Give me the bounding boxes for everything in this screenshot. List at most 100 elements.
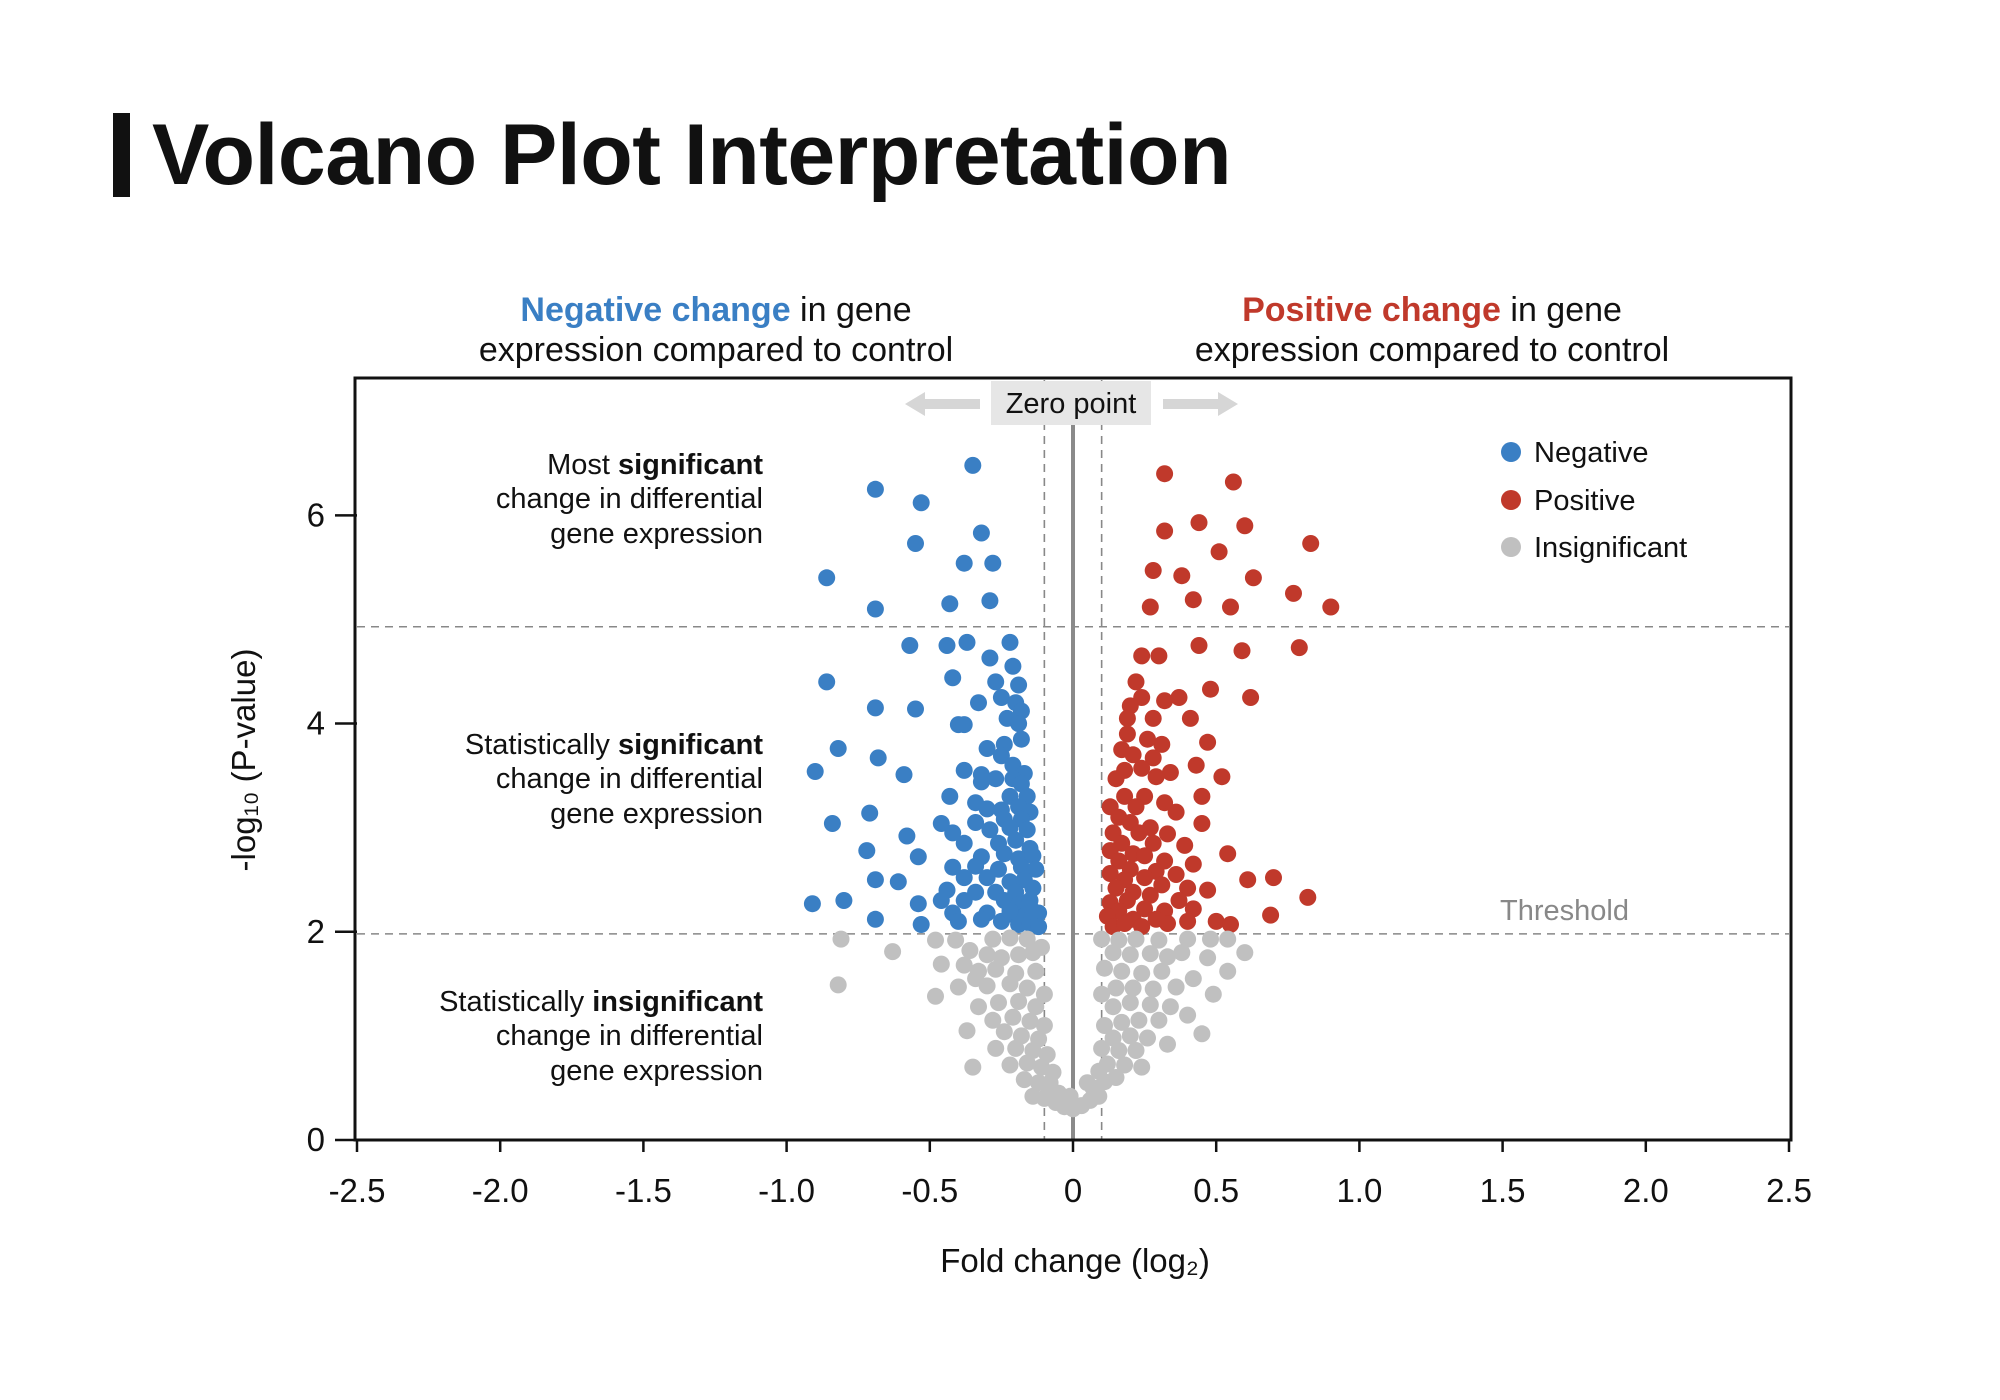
annotation-most-significant-line1: Most significant [547, 449, 763, 481]
point-insignificant [1202, 930, 1219, 948]
point-positive [1299, 888, 1317, 906]
point-insignificant [995, 1023, 1013, 1041]
point-insignificant [1010, 946, 1028, 964]
y-tick-label: 2 [307, 913, 325, 950]
point-negative [803, 895, 821, 913]
point-insignificant [1104, 944, 1122, 962]
annotation-significant-bold: significant [618, 729, 763, 761]
x-axis: -2.5 -2.0 -1.5 -1.0 -0.5 0 0.5 1.0 1.5 2.0 2.5 [329, 1140, 1812, 1209]
point-positive [1213, 768, 1231, 786]
point-positive [1244, 569, 1262, 587]
point-negative [866, 910, 884, 928]
point-insignificant [1116, 1056, 1134, 1074]
point-positive [1290, 639, 1308, 657]
point-negative [818, 673, 836, 691]
point-insignificant [970, 962, 987, 980]
point-positive [1153, 876, 1171, 894]
zero-point-marker: Zero point [905, 381, 1238, 425]
point-insignificant [1001, 929, 1019, 947]
point-positive [1302, 535, 1320, 552]
point-insignificant [1078, 1074, 1096, 1092]
point-insignificant [1121, 994, 1139, 1012]
point-insignificant [1153, 962, 1171, 980]
point-negative [932, 815, 950, 832]
point-positive [1199, 733, 1217, 751]
point-negative [978, 869, 996, 887]
annotation-most-significant-bold: significant [618, 449, 763, 481]
point-insignificant [1035, 1017, 1053, 1034]
point-insignificant [1127, 1042, 1145, 1059]
point-positive [1127, 798, 1145, 816]
point-negative [955, 554, 973, 572]
point-positive [1167, 866, 1185, 883]
point-negative [970, 694, 987, 712]
point-insignificant [1124, 979, 1142, 997]
point-negative [907, 700, 924, 718]
annotation-most-significant-pre: Most [547, 449, 618, 481]
point-insignificant [829, 976, 847, 994]
point-insignificant [1150, 931, 1168, 949]
annotation-insignificant-line1: Statistically insignificant [439, 986, 763, 1018]
point-negative [818, 569, 836, 587]
point-positive [1222, 916, 1239, 933]
point-insignificant [1061, 1087, 1079, 1105]
point-positive [1179, 912, 1197, 930]
zero-point-box [991, 381, 1151, 425]
point-positive [1173, 567, 1191, 585]
point-positive [1116, 915, 1134, 932]
point-insignificant [1010, 993, 1028, 1010]
point-insignificant [1107, 979, 1125, 997]
point-negative [1001, 633, 1019, 651]
point-insignificant [1121, 946, 1139, 964]
point-negative [912, 494, 930, 512]
point-insignificant [1219, 962, 1237, 980]
point-negative [967, 814, 985, 831]
point-positive [1224, 473, 1242, 491]
point-positive [1127, 673, 1145, 691]
point-positive [1184, 855, 1202, 873]
point-positive [1141, 598, 1159, 616]
point-negative [1010, 715, 1028, 733]
point-insignificant [961, 942, 979, 959]
x-tick-label: 1.0 [1336, 1172, 1382, 1209]
x-tick-label: -2.0 [472, 1172, 529, 1209]
legend-label-insignificant: Insignificant [1534, 532, 1687, 564]
x-axis-label: Fold change (log₂) [940, 1242, 1210, 1279]
region-annotations: Most significant change in differential … [439, 449, 763, 1087]
point-negative [978, 740, 996, 757]
threshold-label: Threshold [1500, 895, 1629, 927]
header-negative-rest: in gene [791, 291, 912, 329]
point-insignificant [1018, 979, 1036, 997]
point-positive [1193, 787, 1211, 805]
point-negative [964, 456, 982, 474]
point-positive [1147, 768, 1165, 786]
point-insignificant [1161, 998, 1179, 1016]
point-insignificant [1113, 962, 1131, 980]
point-negative [1024, 847, 1042, 865]
point-insignificant [927, 987, 944, 1005]
y-tick-label: 4 [307, 705, 325, 742]
point-negative [866, 699, 884, 717]
point-insignificant [984, 930, 1002, 948]
point-insignificant [987, 960, 1005, 978]
point-positive [1170, 892, 1188, 909]
x-tick-label: -2.5 [329, 1172, 386, 1209]
point-insignificant [1133, 964, 1151, 982]
point-positive [1118, 709, 1136, 727]
point-positive [1199, 881, 1217, 899]
point-insignificant [1113, 1013, 1131, 1031]
x-tick-label: -0.5 [901, 1172, 958, 1209]
point-negative [858, 842, 876, 860]
point-negative [1018, 821, 1036, 839]
point-insignificant [932, 955, 950, 973]
annotation-insignificant-pre: Statistically [439, 986, 592, 1018]
point-insignificant [964, 1058, 982, 1076]
point-negative [987, 770, 1005, 788]
point-insignificant [1007, 1039, 1025, 1057]
point-positive [1202, 680, 1219, 698]
point-insignificant [1110, 1042, 1128, 1059]
point-positive [1107, 770, 1125, 788]
point-insignificant [1133, 1058, 1151, 1076]
point-insignificant [1001, 1056, 1019, 1074]
title-accent-bar [113, 113, 130, 197]
